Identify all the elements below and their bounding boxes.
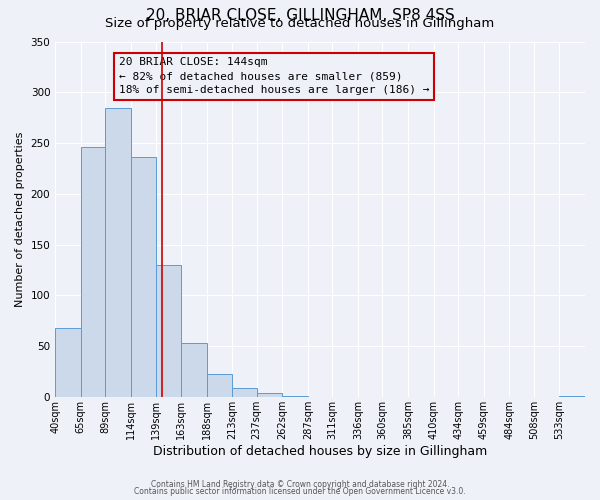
Y-axis label: Number of detached properties: Number of detached properties — [15, 132, 25, 307]
Bar — [232, 388, 257, 397]
Text: Contains HM Land Registry data © Crown copyright and database right 2024.: Contains HM Land Registry data © Crown c… — [151, 480, 449, 489]
Bar — [282, 396, 308, 397]
Bar — [257, 392, 282, 397]
Bar — [559, 396, 585, 397]
Text: Contains public sector information licensed under the Open Government Licence v3: Contains public sector information licen… — [134, 487, 466, 496]
Text: 20 BRIAR CLOSE: 144sqm
← 82% of detached houses are smaller (859)
18% of semi-de: 20 BRIAR CLOSE: 144sqm ← 82% of detached… — [119, 58, 429, 96]
Bar — [181, 343, 206, 397]
Bar — [206, 374, 232, 397]
Bar — [105, 108, 131, 397]
Bar — [131, 157, 157, 397]
Bar — [55, 328, 81, 397]
X-axis label: Distribution of detached houses by size in Gillingham: Distribution of detached houses by size … — [153, 444, 487, 458]
Bar — [81, 147, 105, 397]
Text: 20, BRIAR CLOSE, GILLINGHAM, SP8 4SS: 20, BRIAR CLOSE, GILLINGHAM, SP8 4SS — [146, 8, 454, 22]
Bar — [157, 265, 181, 397]
Text: Size of property relative to detached houses in Gillingham: Size of property relative to detached ho… — [106, 18, 494, 30]
